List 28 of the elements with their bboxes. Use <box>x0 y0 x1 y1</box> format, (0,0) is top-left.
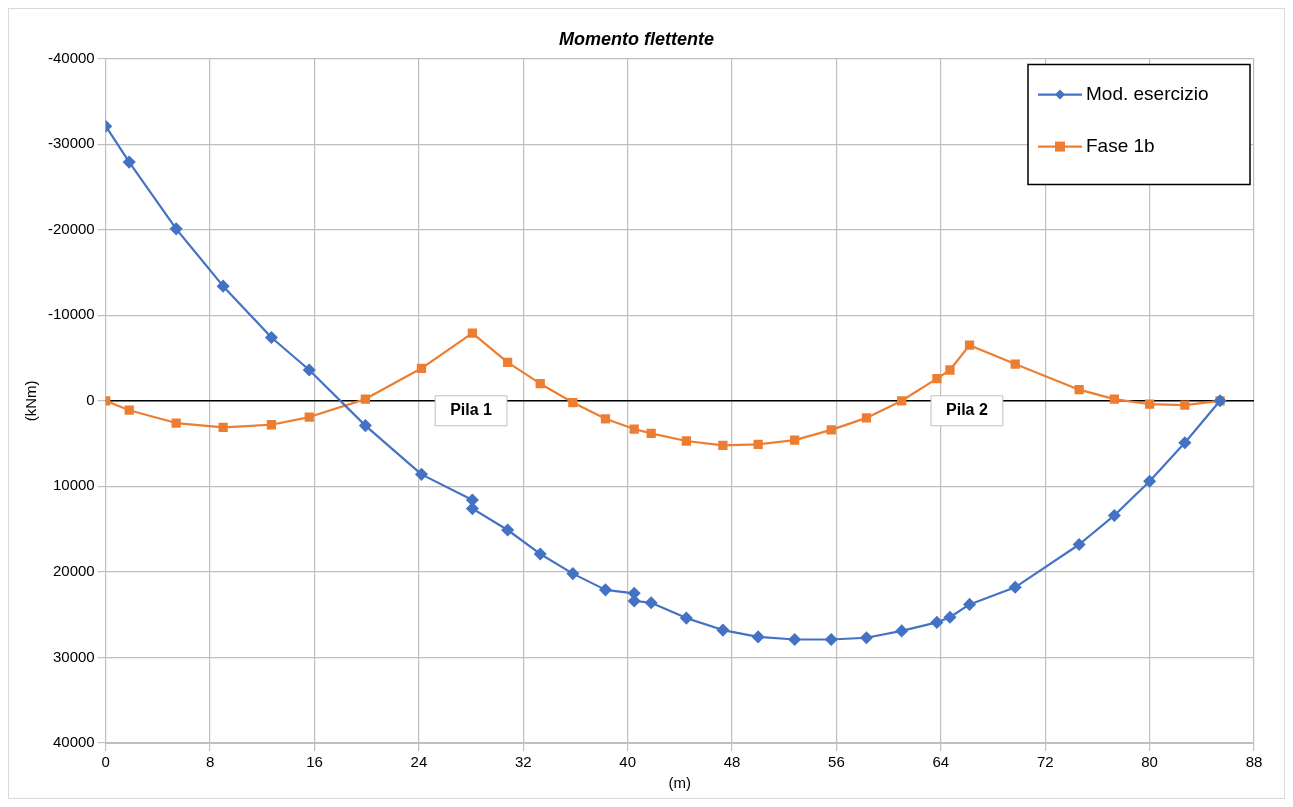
legend-label: Fase 1b <box>1086 134 1155 156</box>
y-tick-label: -40000 <box>47 48 95 66</box>
x-tick-label: 24 <box>410 753 428 771</box>
legend-label: Mod. esercizio <box>1086 82 1209 104</box>
y-tick-label: 0 <box>86 390 95 408</box>
x-tick-label: 0 <box>101 753 110 771</box>
y-tick-label: 10000 <box>52 476 95 494</box>
x-tick-label: 80 <box>1141 753 1158 771</box>
x-tick-label: 88 <box>1245 753 1263 771</box>
x-tick-label: 40 <box>619 753 636 771</box>
annotation: Pila 2 <box>946 401 988 419</box>
x-tick-label: 16 <box>306 753 323 771</box>
y-tick-label: -20000 <box>47 219 95 237</box>
y-tick-label: -10000 <box>47 305 95 323</box>
chart-title: Momento flettente <box>559 28 714 49</box>
x-tick-label: 64 <box>932 753 950 771</box>
y-tick-label: 40000 <box>52 733 95 751</box>
x-tick-label: 8 <box>205 753 215 771</box>
y-axis-title: (kNm) <box>22 380 40 422</box>
annotation: Pila 1 <box>450 401 493 419</box>
x-tick-label: 48 <box>723 753 741 771</box>
x-tick-label: 72 <box>1036 753 1054 771</box>
x-axis-title: (m) <box>668 774 692 792</box>
x-tick-label: 32 <box>514 753 532 771</box>
y-tick-label: -30000 <box>47 134 95 152</box>
x-tick-label: 56 <box>828 753 845 771</box>
y-tick-label: 20000 <box>52 562 95 580</box>
y-tick-label: 30000 <box>52 647 95 665</box>
